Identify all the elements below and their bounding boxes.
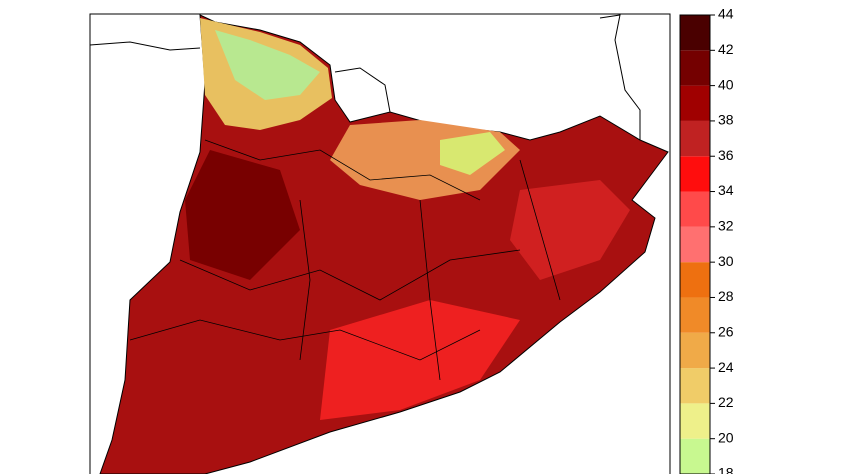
- color-band: [680, 50, 710, 86]
- tick-label: 40: [718, 76, 734, 92]
- color-band: [680, 438, 710, 474]
- high-terrain: [440, 132, 505, 175]
- tick-label: 42: [718, 41, 734, 57]
- color-band: [680, 332, 710, 369]
- color-band: [680, 226, 710, 263]
- color-band: [680, 262, 710, 298]
- color-band: [680, 156, 710, 192]
- tick-label: 22: [718, 394, 734, 410]
- color-band: [680, 403, 710, 439]
- color-band: [680, 191, 710, 227]
- tick-label: 38: [718, 112, 734, 128]
- tick-label: 18: [718, 465, 734, 474]
- border-line: [89, 14, 641, 140]
- color-band: [680, 297, 710, 333]
- tick-label: 36: [718, 147, 734, 163]
- lowland: [510, 180, 630, 280]
- tick-label: 20: [718, 429, 734, 445]
- colorbar-frame: [679, 14, 711, 474]
- color-band: [680, 85, 710, 121]
- colorbar: 18 20 22 24 26 28 30 32 34 36 38 40 42 44: [679, 6, 734, 474]
- high-terrain: [215, 30, 320, 100]
- region-area: [99, 14, 669, 474]
- map: [89, 13, 671, 474]
- county-border: [129, 139, 561, 381]
- tick-label: 26: [718, 323, 734, 339]
- tick-label: 24: [718, 359, 734, 375]
- color-band: [680, 15, 710, 51]
- color-band: [680, 120, 710, 157]
- tick-label: 32: [718, 218, 734, 234]
- tick-label: 44: [718, 6, 734, 22]
- hot-area: [185, 150, 300, 280]
- tick-label: 28: [718, 288, 734, 304]
- tick-label: 34: [718, 182, 734, 198]
- tick-label: 30: [718, 253, 734, 269]
- color-band: [680, 368, 710, 404]
